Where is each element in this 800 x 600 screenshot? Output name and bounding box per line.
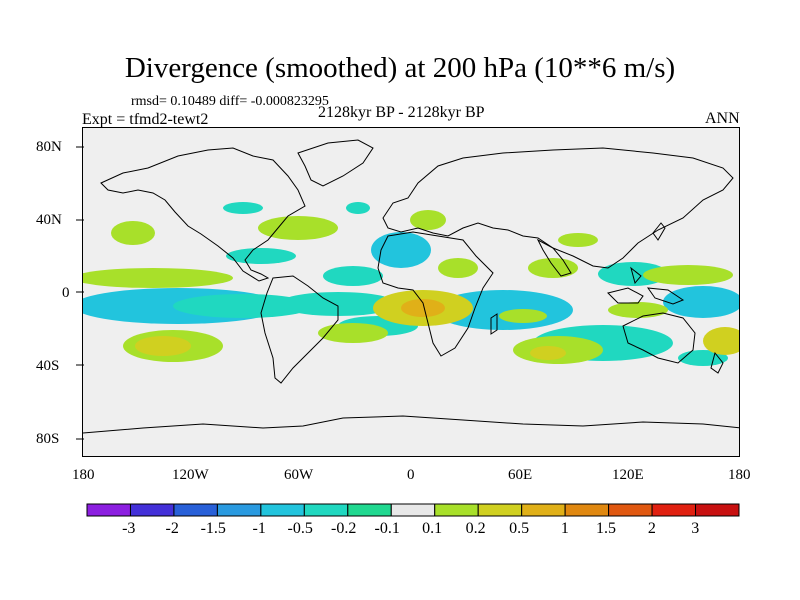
- colorbar-box: [695, 503, 740, 517]
- colorbar-box: [521, 503, 566, 517]
- colorbar-label: -0.1: [374, 520, 400, 537]
- lon-label: 120E: [612, 467, 644, 483]
- coastline-antarctica: [83, 415, 739, 434]
- coastline-japan: [652, 222, 666, 241]
- chart-title: Divergence (smoothed) at 200 hPa (10**6 …: [124, 52, 676, 84]
- fill-patch: [703, 327, 739, 355]
- colorbar-label: 1.5: [596, 520, 616, 537]
- fill-patch: [278, 292, 398, 316]
- colorbar-box: [477, 503, 523, 517]
- colorbar-label: -2: [165, 520, 179, 537]
- colorbar-label: -3: [122, 520, 136, 537]
- coastline-madagascar: [490, 313, 498, 335]
- coastline-new-zealand: [710, 351, 724, 374]
- coastlines: [83, 139, 739, 434]
- lon-label: 180: [72, 467, 95, 483]
- lat-label: 40S: [36, 358, 60, 374]
- colorbar-box: [86, 503, 131, 517]
- colorbar-label: 2: [647, 520, 656, 537]
- map-svg: [83, 128, 739, 456]
- colorbar-box: [216, 503, 262, 517]
- fill-patch: [226, 248, 296, 264]
- lat-ticks: [76, 146, 84, 440]
- fill-patch: [346, 202, 370, 214]
- fill-patch: [499, 309, 547, 323]
- lon-label: 180: [728, 467, 751, 483]
- coastline-south-america: [260, 275, 339, 384]
- colorbar-box: [129, 503, 175, 517]
- experiment-label: Expt = tfmd2-tewt2: [82, 111, 209, 128]
- colorbar-label: 0.2: [465, 520, 486, 537]
- fill-patch: [530, 346, 566, 360]
- colorbar-box: [390, 503, 436, 517]
- fill-patch: [323, 266, 383, 286]
- lon-label: 60E: [508, 467, 533, 483]
- colorbar-label: 0.1: [422, 520, 443, 537]
- colorbar-label: 3: [691, 520, 700, 537]
- period-label: 2128kyr BP - 2128kyr BP: [318, 104, 485, 121]
- lat-label: 80S: [36, 431, 60, 447]
- colorbar-label: -0.5: [287, 520, 313, 537]
- fill-patch: [83, 268, 233, 288]
- fill-patch: [643, 265, 733, 285]
- colorbar-label: 0.5: [509, 520, 530, 537]
- map-panel: [82, 127, 740, 457]
- coastline-india: [536, 238, 572, 277]
- colorbar-label: -1: [252, 520, 266, 537]
- fill-patch: [663, 286, 739, 318]
- stats-text: rmsd= 0.10489 diff= -0.000823295: [131, 94, 329, 109]
- colorbar-box: [564, 503, 610, 517]
- lon-label: 60W: [284, 467, 314, 483]
- fill-patch: [371, 232, 431, 268]
- colorbar-box: [347, 503, 392, 517]
- coastline-africa: [377, 231, 494, 357]
- coastline-eurasia: [382, 147, 734, 269]
- fill-patch: [401, 299, 445, 317]
- fill-patch: [258, 216, 338, 240]
- fill-patch: [608, 302, 668, 318]
- colorbar-box: [608, 503, 653, 517]
- lat-label: 0: [62, 285, 70, 301]
- fill-patch: [173, 294, 313, 318]
- colorbar-label: 1: [560, 520, 569, 537]
- colorbar-box: [434, 503, 479, 517]
- fill-patch: [410, 210, 446, 230]
- lat-label: 80N: [36, 139, 62, 155]
- coastline-greenland: [297, 139, 374, 187]
- fill-patch: [318, 323, 388, 343]
- colorbar-box: [651, 503, 697, 517]
- season-label: ANN: [705, 110, 740, 127]
- coastline-maritime-asia: [607, 266, 685, 305]
- lon-label: 120W: [172, 467, 209, 483]
- fill-patch: [111, 221, 155, 245]
- lat-label: 40N: [36, 212, 62, 228]
- fill-patch: [558, 233, 598, 247]
- colorbar-box: [303, 503, 349, 517]
- colorbar-box: [173, 503, 218, 517]
- fill-patch: [528, 258, 578, 278]
- colorbar-box: [260, 503, 305, 517]
- colorbar-label: -0.2: [331, 520, 357, 537]
- fill-patch: [438, 258, 478, 278]
- fill-patch: [135, 336, 191, 356]
- coastline-australia: [622, 312, 696, 364]
- colorbar: [86, 503, 740, 517]
- lon-label: 0: [407, 467, 415, 483]
- coastline-north-america: [100, 147, 306, 282]
- fill-patch: [223, 202, 263, 214]
- divergence-fills: [83, 202, 739, 366]
- colorbar-label: -1.5: [200, 520, 226, 537]
